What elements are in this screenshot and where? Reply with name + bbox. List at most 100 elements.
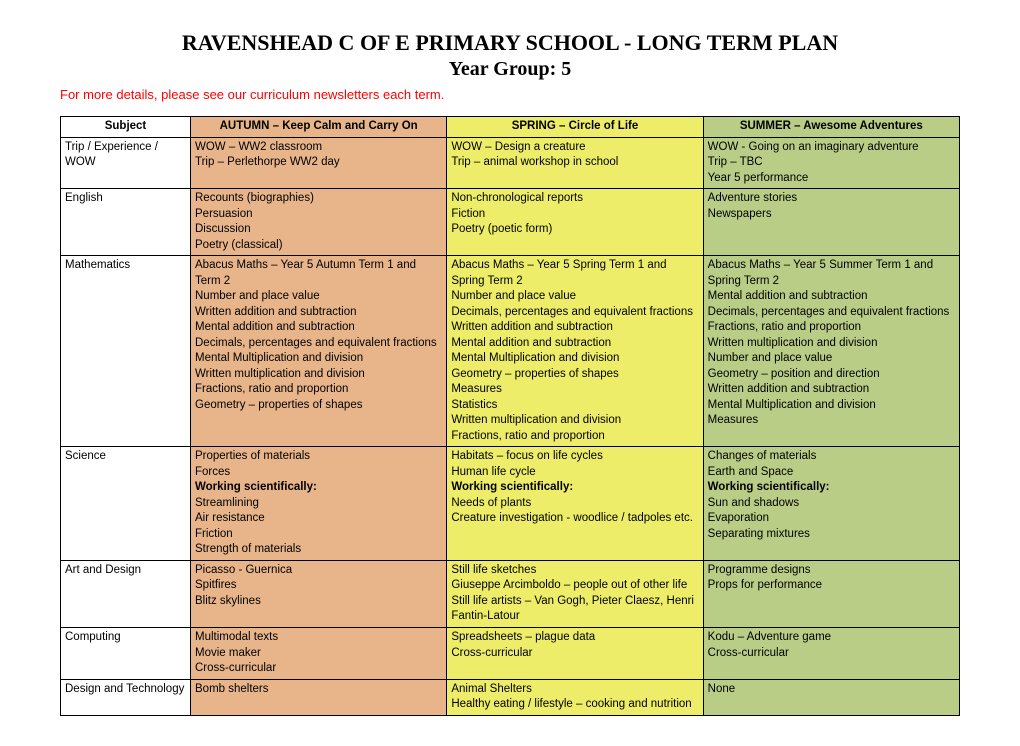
spring-cell: WOW – Design a creatureTrip – animal wor…	[447, 137, 703, 189]
cell-line: Properties of materials	[195, 449, 442, 465]
summer-cell: Kodu – Adventure gameCross-curricular	[703, 627, 959, 679]
summer-cell: Abacus Maths – Year 5 Summer Term 1 and …	[703, 256, 959, 447]
cell-line: Habitats – focus on life cycles	[451, 449, 698, 465]
cell-line: Written addition and subtraction	[195, 305, 442, 321]
table-row: Art and DesignPicasso - GuernicaSpitfire…	[61, 560, 960, 627]
cell-line: Props for performance	[708, 578, 955, 594]
cell-line: Mental addition and subtraction	[451, 336, 698, 352]
cell-line: Healthy eating / lifestyle – cooking and…	[451, 697, 698, 713]
cell-line: Geometry – properties of shapes	[451, 367, 698, 383]
cell-line: Number and place value	[451, 289, 698, 305]
cell-line: Mental Multiplication and division	[708, 398, 955, 414]
cell-line: Trip – animal workshop in school	[451, 155, 698, 171]
col-autumn: AUTUMN – Keep Calm and Carry On	[191, 117, 447, 138]
cell-line: Recounts (biographies)	[195, 191, 442, 207]
table-row: MathematicsAbacus Maths – Year 5 Autumn …	[61, 256, 960, 447]
autumn-cell: Properties of materialsForcesWorking sci…	[191, 447, 447, 561]
autumn-cell: Multimodal textsMovie makerCross-curricu…	[191, 627, 447, 679]
page-subtitle: Year Group: 5	[60, 58, 960, 81]
cell-line: Poetry (poetic form)	[451, 222, 698, 238]
cell-line: Mental Multiplication and division	[195, 351, 442, 367]
cell-line: WOW – Design a creature	[451, 140, 698, 156]
note-text: For more details, please see our curricu…	[60, 87, 960, 102]
cell-line: Geometry – properties of shapes	[195, 398, 442, 414]
cell-line: Friction	[195, 527, 442, 543]
subject-cell: Mathematics	[61, 256, 191, 447]
table-row: ScienceProperties of materialsForcesWork…	[61, 447, 960, 561]
col-subject: Subject	[61, 117, 191, 138]
cell-line: Creature investigation - woodlice / tadp…	[451, 511, 698, 527]
cell-line: Working scientifically:	[451, 480, 698, 496]
cell-line: Written multiplication and division	[195, 367, 442, 383]
summer-cell: Adventure storiesNewspapers	[703, 189, 959, 256]
table-row: ComputingMultimodal textsMovie makerCros…	[61, 627, 960, 679]
spring-cell: Abacus Maths – Year 5 Spring Term 1 and …	[447, 256, 703, 447]
cell-line: WOW – WW2 classroom	[195, 140, 442, 156]
cell-line: Kodu – Adventure game	[708, 630, 955, 646]
cell-line: Working scientifically:	[195, 480, 442, 496]
cell-line: Earth and Space	[708, 465, 955, 481]
cell-line: Written addition and subtraction	[451, 320, 698, 336]
cell-line: Year 5 performance	[708, 171, 955, 187]
summer-cell: WOW - Going on an imaginary adventureTri…	[703, 137, 959, 189]
cell-line: Picasso - Guernica	[195, 563, 442, 579]
cell-line: Fractions, ratio and proportion	[451, 429, 698, 445]
summer-cell: None	[703, 679, 959, 715]
cell-line: Human life cycle	[451, 465, 698, 481]
cell-line: Measures	[708, 413, 955, 429]
cell-line: Cross-curricular	[451, 646, 698, 662]
cell-line: Adventure stories	[708, 191, 955, 207]
cell-line: Still life artists – Van Gogh, Pieter Cl…	[451, 594, 698, 625]
cell-line: Measures	[451, 382, 698, 398]
subject-cell: Trip / Experience / WOW	[61, 137, 191, 189]
table-row: Trip / Experience / WOWWOW – WW2 classro…	[61, 137, 960, 189]
cell-line: Decimals, percentages and equivalent fra…	[708, 305, 955, 321]
cell-line: Strength of materials	[195, 542, 442, 558]
cell-line: Giuseppe Arcimboldo – people out of othe…	[451, 578, 698, 594]
cell-line: Newspapers	[708, 207, 955, 223]
cell-line: Separating mixtures	[708, 527, 955, 543]
cell-line: Evaporation	[708, 511, 955, 527]
cell-line: Animal Shelters	[451, 682, 698, 698]
cell-line: Programme designs	[708, 563, 955, 579]
cell-line: Trip – TBC	[708, 155, 955, 171]
table-row: EnglishRecounts (biographies)PersuasionD…	[61, 189, 960, 256]
subject-cell: Design and Technology	[61, 679, 191, 715]
cell-line: Spreadsheets – plague data	[451, 630, 698, 646]
cell-line: Sun and shadows	[708, 496, 955, 512]
cell-line: None	[708, 682, 955, 698]
cell-line: Movie maker	[195, 646, 442, 662]
cell-line: Discussion	[195, 222, 442, 238]
curriculum-table: Subject AUTUMN – Keep Calm and Carry On …	[60, 116, 960, 716]
cell-line: Decimals, percentages and equivalent fra…	[195, 336, 442, 352]
autumn-cell: Abacus Maths – Year 5 Autumn Term 1 and …	[191, 256, 447, 447]
cell-line: Trip – Perlethorpe WW2 day	[195, 155, 442, 171]
cell-line: Written multiplication and division	[708, 336, 955, 352]
cell-line: Streamlining	[195, 496, 442, 512]
spring-cell: Spreadsheets – plague dataCross-curricul…	[447, 627, 703, 679]
autumn-cell: Picasso - GuernicaSpitfiresBlitz skyline…	[191, 560, 447, 627]
cell-line: Written multiplication and division	[451, 413, 698, 429]
cell-line: Statistics	[451, 398, 698, 414]
cell-line: Abacus Maths – Year 5 Summer Term 1 and …	[708, 258, 955, 289]
subject-cell: English	[61, 189, 191, 256]
cell-line: Decimals, percentages and equivalent fra…	[451, 305, 698, 321]
col-spring: SPRING – Circle of Life	[447, 117, 703, 138]
cell-line: Multimodal texts	[195, 630, 442, 646]
cell-line: Still life sketches	[451, 563, 698, 579]
subject-cell: Computing	[61, 627, 191, 679]
spring-cell: Animal SheltersHealthy eating / lifestyl…	[447, 679, 703, 715]
cell-line: Non-chronological reports	[451, 191, 698, 207]
cell-line: Fractions, ratio and proportion	[195, 382, 442, 398]
col-summer: SUMMER – Awesome Adventures	[703, 117, 959, 138]
cell-line: Needs of plants	[451, 496, 698, 512]
cell-line: Bomb shelters	[195, 682, 442, 698]
cell-line: Blitz skylines	[195, 594, 442, 610]
cell-line: Air resistance	[195, 511, 442, 527]
subject-cell: Art and Design	[61, 560, 191, 627]
table-row: Design and TechnologyBomb shelters Animal…	[61, 679, 960, 715]
cell-line: Working scientifically:	[708, 480, 955, 496]
cell-line: Abacus Maths – Year 5 Autumn Term 1 and …	[195, 258, 442, 289]
cell-line: Poetry (classical)	[195, 238, 442, 254]
cell-line: Persuasion	[195, 207, 442, 223]
